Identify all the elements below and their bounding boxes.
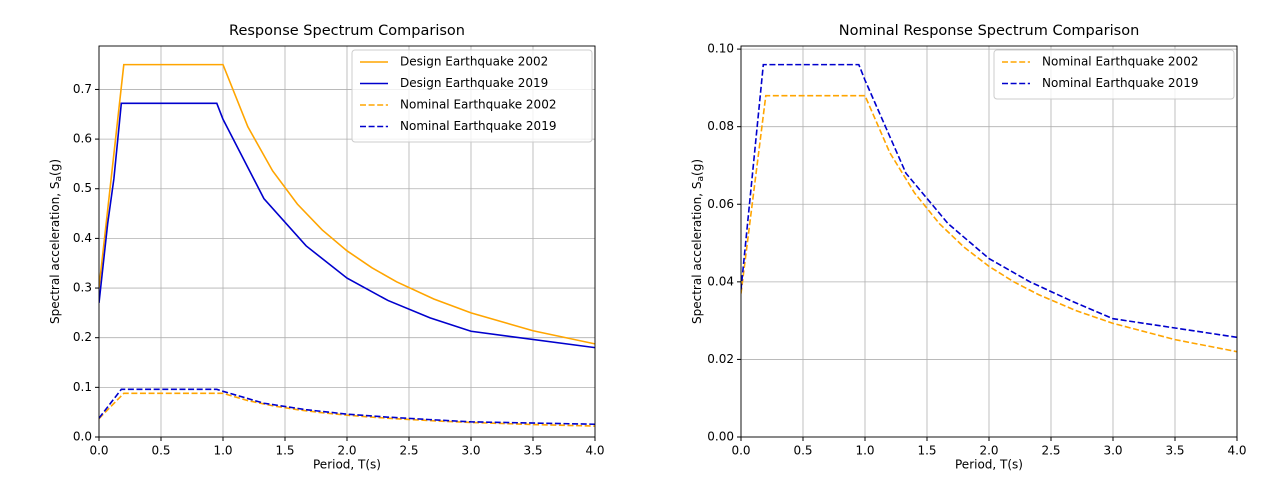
x-tick-label: 0.0: [89, 444, 108, 458]
plot-frame: [740, 45, 1238, 438]
x-tick-label: 3.5: [1165, 444, 1184, 458]
chart-title: Nominal Response Spectrum Comparison: [839, 23, 1140, 39]
x-axis-label: Period, T(s): [955, 458, 1023, 472]
legend-box: [351, 49, 593, 143]
x-tick-label: 2.5: [1041, 444, 1060, 458]
x-axis-label: Period, T(s): [313, 458, 381, 472]
y-tick-label: 0.02: [707, 352, 734, 366]
x-tick-label: 1.0: [213, 444, 232, 458]
legend-label: Nominal Earthquake 2002: [400, 98, 556, 112]
x-tick-label: 0.0: [731, 444, 750, 458]
legend-label: Design Earthquake 2002: [400, 55, 548, 69]
y-tick-label: 0.1: [73, 380, 92, 394]
y-tick-label: 0.6: [73, 132, 92, 146]
series-line: [99, 388, 595, 426]
x-tick-label: 1.0: [855, 444, 874, 458]
series-line: [741, 63, 1237, 339]
y-tick-label: 0.2: [73, 330, 92, 344]
y-axis-label-part: (g): [48, 159, 62, 176]
x-tick-label: 2.0: [337, 444, 356, 458]
y-axis-label-part: Spectral acceleration, S: [690, 181, 704, 324]
legend-label: Nominal Earthquake 2019: [1042, 76, 1198, 90]
y-tick-label: 0.10: [707, 42, 734, 56]
y-tick-label: 0.00: [707, 430, 734, 444]
x-tick-label: 3.5: [523, 444, 542, 458]
y-axis-label: Spectral acceleration, Sa(g): [48, 159, 64, 324]
x-tick-label: 0.5: [151, 444, 170, 458]
y-axis-label-part: a: [54, 176, 64, 182]
series-line: [99, 102, 595, 349]
plot-frame: [98, 45, 596, 438]
y-axis-label-part: Spectral acceleration, S: [48, 181, 62, 324]
y-tick-label: 0.5: [73, 181, 92, 195]
y-tick-label: 0.4: [73, 231, 92, 245]
x-tick-label: 4.0: [1227, 444, 1246, 458]
series-line: [99, 63, 595, 345]
y-axis-label: Spectral acceleration, Sa(g): [690, 159, 706, 324]
x-tick-label: 1.5: [275, 444, 294, 458]
x-tick-label: 3.0: [461, 444, 480, 458]
chart-title: Response Spectrum Comparison: [229, 23, 465, 39]
x-tick-label: 1.5: [917, 444, 936, 458]
y-tick-label: 0.04: [707, 274, 734, 288]
x-tick-label: 0.5: [793, 444, 812, 458]
y-tick-label: 0.7: [73, 82, 92, 96]
x-tick-label: 4.0: [585, 444, 604, 458]
y-axis-label-part: (g): [690, 159, 704, 176]
legend-box: [993, 49, 1235, 100]
legend-label: Nominal Earthquake 2002: [1042, 55, 1198, 69]
legend-label: Design Earthquake 2019: [400, 76, 548, 90]
x-tick-label: 3.0: [1103, 444, 1122, 458]
legend-label: Nominal Earthquake 2019: [400, 119, 556, 133]
y-tick-label: 0.08: [707, 119, 734, 133]
y-tick-label: 0.0: [73, 430, 92, 444]
y-tick-label: 0.3: [73, 281, 92, 295]
y-axis-label-part: a: [696, 176, 706, 182]
y-tick-label: 0.06: [707, 197, 734, 211]
x-tick-label: 2.5: [399, 444, 418, 458]
x-tick-label: 2.0: [979, 444, 998, 458]
